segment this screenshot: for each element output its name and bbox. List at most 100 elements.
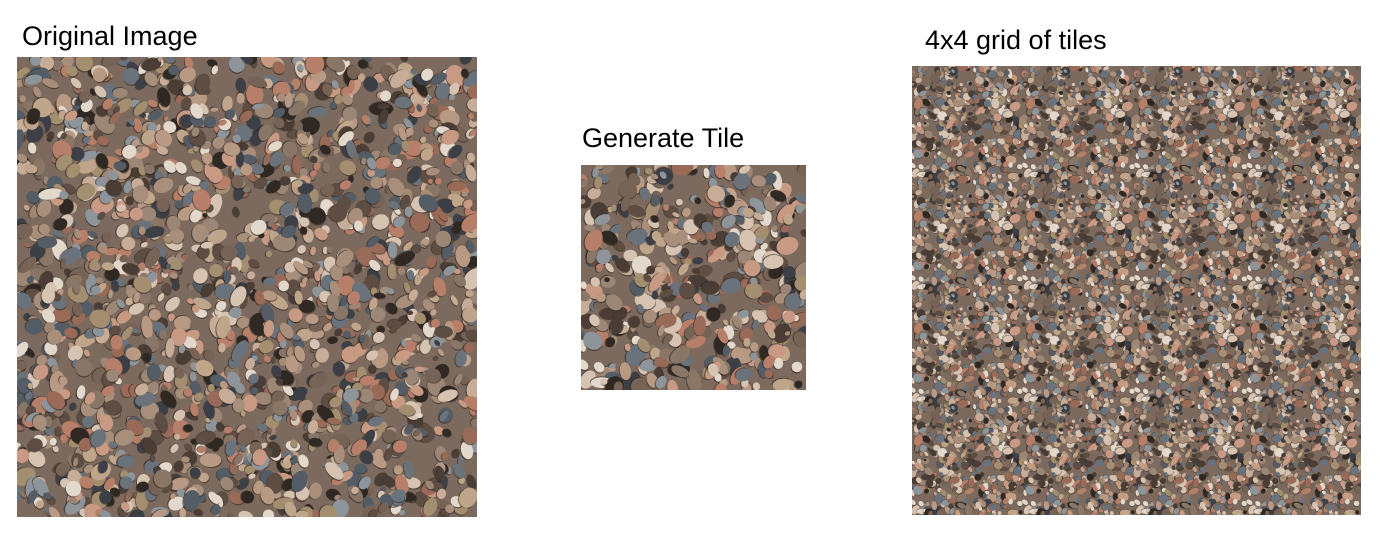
pebble	[657, 358, 669, 368]
pebble	[782, 265, 796, 279]
pebble	[17, 424, 24, 431]
pebble	[339, 180, 352, 190]
pebble	[763, 254, 784, 269]
pebble	[330, 264, 343, 281]
pebble	[593, 361, 605, 373]
pebble	[465, 290, 474, 298]
pebble	[460, 57, 472, 65]
pebble	[755, 237, 764, 244]
pebble	[232, 134, 242, 144]
pebble	[319, 144, 331, 155]
pebble	[312, 361, 320, 368]
pebble	[462, 307, 477, 323]
pebble	[721, 215, 736, 229]
pebble	[214, 283, 236, 300]
pebble	[244, 465, 255, 475]
pebble	[447, 181, 467, 192]
pebble	[187, 298, 194, 305]
pebble	[240, 57, 253, 64]
pebble	[28, 450, 46, 468]
pebble	[94, 85, 107, 98]
pebble	[190, 103, 204, 119]
pebble	[459, 487, 477, 508]
pebble	[338, 131, 354, 147]
pebble	[27, 438, 43, 452]
pebble	[388, 143, 403, 156]
pebble	[156, 197, 170, 213]
pebble	[298, 183, 314, 195]
pebble	[171, 281, 180, 290]
pebble	[356, 246, 374, 267]
pebble	[141, 315, 153, 339]
pebble	[378, 502, 389, 513]
pebble	[84, 392, 96, 405]
pebble	[424, 368, 442, 383]
pebble	[701, 221, 713, 234]
pebble	[359, 375, 374, 386]
pebble	[133, 292, 140, 303]
pebble	[208, 491, 220, 504]
pebble	[403, 118, 414, 130]
pebble	[51, 60, 64, 71]
pebble	[751, 175, 766, 187]
pebble	[95, 153, 109, 169]
pebble	[460, 441, 474, 460]
pebble	[98, 460, 108, 474]
pebble	[448, 94, 456, 101]
pebble	[17, 129, 24, 153]
pebble	[372, 214, 390, 230]
pebble	[767, 329, 776, 339]
pebble	[743, 337, 751, 347]
pebble	[159, 329, 167, 340]
pebble	[341, 346, 359, 363]
pebble	[302, 277, 308, 284]
pebble	[135, 78, 146, 90]
pebble	[404, 206, 413, 218]
pebble	[366, 350, 378, 361]
pebble	[280, 202, 295, 217]
pebble	[707, 185, 726, 203]
pebble	[70, 147, 85, 161]
pebble	[651, 231, 662, 243]
pebble	[168, 313, 175, 322]
pebble	[397, 267, 405, 275]
pebble	[83, 349, 90, 357]
pebble	[429, 96, 439, 105]
pebble	[24, 391, 33, 400]
pebble	[365, 187, 381, 204]
pebble	[962, 87, 967, 92]
pebble	[390, 69, 409, 88]
pebble	[370, 176, 383, 189]
pebble	[168, 496, 185, 511]
pebble	[272, 81, 291, 99]
pebble	[751, 310, 768, 323]
generated-tile-image	[581, 165, 806, 390]
pebble	[369, 297, 378, 311]
pebble	[686, 369, 702, 390]
pebble	[676, 198, 683, 206]
pebble	[323, 322, 333, 332]
pebble	[724, 194, 735, 208]
pebble	[157, 87, 171, 107]
pebble	[183, 388, 193, 397]
pebble	[104, 477, 115, 490]
pebble	[166, 57, 176, 64]
pebble	[377, 103, 390, 109]
pebble	[448, 82, 460, 95]
pebble	[264, 356, 272, 363]
pebble	[269, 151, 284, 167]
pebble	[41, 287, 56, 304]
pebble	[128, 119, 135, 126]
pebble	[327, 336, 339, 345]
pebble	[236, 151, 244, 167]
pebble	[643, 274, 652, 282]
pebble	[225, 109, 236, 120]
pebble	[163, 121, 177, 133]
pebble	[99, 510, 112, 517]
pebble	[434, 326, 453, 339]
pebble	[99, 490, 112, 504]
pebble	[116, 299, 125, 309]
pebble	[162, 282, 172, 295]
pebble	[453, 463, 465, 478]
pebble	[47, 329, 63, 345]
